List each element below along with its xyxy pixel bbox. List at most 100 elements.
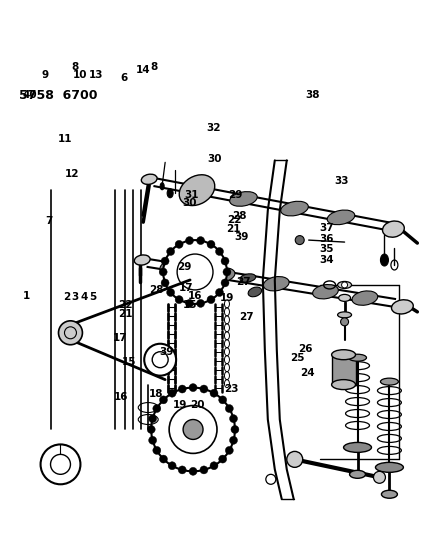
Circle shape (166, 247, 175, 255)
Circle shape (229, 437, 238, 445)
Circle shape (221, 257, 229, 265)
Ellipse shape (327, 210, 355, 225)
Ellipse shape (134, 255, 150, 265)
Circle shape (229, 415, 238, 423)
Text: 16: 16 (114, 392, 128, 402)
Text: 18: 18 (149, 389, 163, 399)
Ellipse shape (312, 285, 338, 299)
Circle shape (160, 455, 167, 463)
Circle shape (153, 447, 161, 455)
Text: 17: 17 (113, 333, 128, 343)
Ellipse shape (281, 201, 308, 216)
Circle shape (163, 240, 227, 304)
Text: 19: 19 (220, 293, 234, 303)
Text: 23: 23 (224, 384, 238, 394)
Circle shape (161, 257, 169, 265)
Circle shape (153, 405, 161, 413)
Circle shape (216, 247, 223, 255)
Text: 15: 15 (122, 357, 136, 367)
Circle shape (196, 237, 205, 245)
Circle shape (151, 387, 235, 471)
Circle shape (144, 344, 176, 376)
Circle shape (160, 396, 167, 404)
Text: 22: 22 (118, 300, 133, 310)
Text: 35: 35 (320, 245, 334, 254)
Circle shape (59, 321, 83, 345)
Ellipse shape (352, 291, 377, 305)
Text: 2: 2 (63, 292, 71, 302)
Ellipse shape (332, 379, 356, 390)
Circle shape (147, 425, 155, 433)
Ellipse shape (167, 189, 173, 198)
Text: 39: 39 (159, 346, 173, 357)
Text: 40: 40 (22, 91, 37, 100)
Text: 3: 3 (72, 292, 79, 302)
Ellipse shape (183, 183, 211, 198)
Circle shape (189, 467, 197, 475)
Circle shape (168, 462, 176, 470)
Ellipse shape (160, 183, 164, 190)
Circle shape (207, 296, 215, 304)
Ellipse shape (380, 254, 389, 266)
Text: 12: 12 (65, 168, 80, 179)
Ellipse shape (295, 236, 304, 245)
Text: 19: 19 (172, 400, 187, 410)
Circle shape (210, 389, 218, 397)
Ellipse shape (383, 221, 404, 237)
Text: 39: 39 (235, 232, 249, 243)
Text: 24: 24 (300, 368, 315, 378)
Circle shape (177, 254, 213, 290)
Ellipse shape (375, 462, 403, 472)
Text: 37: 37 (320, 223, 334, 233)
Circle shape (183, 419, 203, 439)
Text: 38: 38 (305, 90, 319, 100)
Circle shape (185, 300, 193, 308)
Circle shape (41, 445, 80, 484)
Circle shape (341, 318, 348, 326)
Circle shape (287, 451, 303, 467)
Circle shape (231, 425, 239, 433)
Text: 28: 28 (232, 211, 247, 221)
Circle shape (200, 466, 208, 474)
Ellipse shape (338, 281, 351, 288)
Text: 27: 27 (237, 278, 251, 287)
Text: 14: 14 (136, 65, 151, 75)
Text: 13: 13 (89, 70, 103, 80)
Circle shape (219, 455, 227, 463)
Text: 36: 36 (320, 234, 334, 244)
Circle shape (223, 268, 231, 276)
Circle shape (178, 385, 186, 393)
Text: 29: 29 (228, 190, 243, 200)
Ellipse shape (248, 287, 262, 297)
Text: 8: 8 (72, 62, 79, 72)
Ellipse shape (350, 470, 366, 478)
Text: 11: 11 (57, 134, 72, 144)
Text: 34: 34 (320, 255, 334, 265)
Ellipse shape (263, 277, 289, 291)
Circle shape (210, 462, 218, 470)
Circle shape (221, 279, 229, 287)
Circle shape (159, 268, 167, 276)
Circle shape (225, 447, 233, 455)
Text: 15: 15 (183, 300, 198, 310)
Text: 22: 22 (227, 215, 242, 225)
Text: 30: 30 (208, 154, 222, 164)
Text: 27: 27 (239, 312, 253, 322)
Ellipse shape (240, 274, 256, 282)
Circle shape (178, 466, 186, 474)
Ellipse shape (380, 378, 398, 385)
Circle shape (342, 282, 348, 288)
Circle shape (166, 288, 175, 296)
Ellipse shape (381, 490, 398, 498)
Text: 26: 26 (298, 344, 313, 354)
Text: 32: 32 (206, 123, 220, 133)
Text: 29: 29 (177, 262, 191, 271)
Text: 16: 16 (187, 290, 202, 301)
Circle shape (189, 384, 197, 392)
Ellipse shape (392, 300, 413, 314)
Text: 9: 9 (42, 70, 49, 80)
Text: 10: 10 (72, 70, 87, 80)
Text: 5758  6700: 5758 6700 (19, 88, 97, 102)
Circle shape (175, 240, 183, 248)
Ellipse shape (348, 354, 366, 361)
